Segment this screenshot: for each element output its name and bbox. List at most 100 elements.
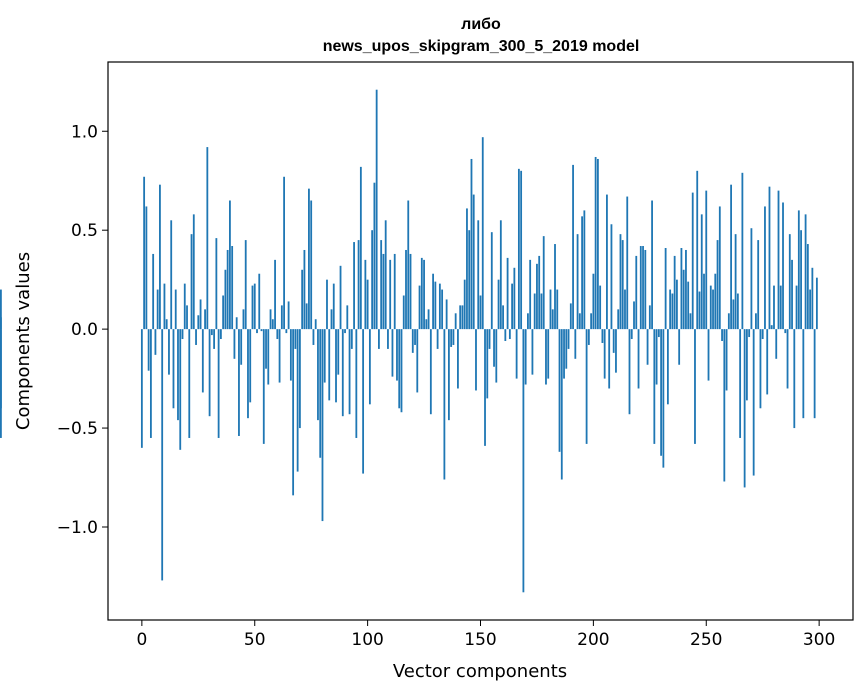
bar-167 [517, 168, 520, 330]
bar-86 [335, 329, 337, 403]
bar-52 [258, 273, 261, 330]
bar-14 [172, 329, 175, 409]
bar-198 [587, 329, 590, 345]
y-tick-label: −0.5 [57, 419, 98, 439]
bar-220 [637, 329, 640, 389]
bar-266 [741, 172, 744, 330]
bar-121 [414, 329, 416, 345]
bar-233 [666, 329, 669, 405]
bar-45 [242, 309, 245, 330]
bar-284 [782, 202, 784, 330]
bar-0 [140, 329, 143, 448]
bar-271 [752, 329, 755, 476]
bar-30 [208, 329, 211, 417]
bar-258 [723, 329, 726, 482]
bar-154 [488, 329, 491, 349]
bar-120 [411, 329, 414, 353]
bar-123 [418, 285, 421, 330]
bar-98 [362, 329, 365, 474]
bar-19 [183, 283, 186, 330]
y-axis-label: Components values [13, 252, 34, 430]
bar-199 [590, 313, 593, 330]
bar-217 [630, 329, 633, 340]
bar-224 [646, 329, 649, 365]
bar-23 [192, 214, 195, 330]
bar-171 [527, 313, 529, 330]
bar-101 [368, 329, 371, 405]
bar-33 [215, 238, 218, 330]
bar-272 [755, 313, 757, 330]
bar-81 [323, 329, 326, 383]
bar-294 [804, 214, 807, 330]
bar-268 [745, 329, 748, 401]
bar-158 [497, 279, 500, 330]
bar-27 [201, 329, 204, 393]
bar-13 [170, 220, 173, 330]
bar-185 [558, 329, 561, 452]
bar-105 [378, 329, 380, 349]
bar-1 [143, 176, 146, 330]
bar-264 [736, 293, 739, 330]
bar-124 [420, 257, 423, 330]
bar-116 [402, 295, 405, 330]
bar-54 [262, 329, 265, 444]
bar-270 [750, 228, 753, 330]
bar-139 [454, 313, 457, 330]
bar-24 [195, 329, 197, 345]
bar-263 [734, 234, 737, 330]
bar-38 [226, 249, 229, 330]
bar-4 [149, 329, 152, 438]
bar-42 [235, 317, 238, 330]
bar-221 [639, 246, 642, 330]
bar-12 [168, 329, 170, 375]
bar-17 [179, 329, 182, 450]
bar-290 [795, 285, 798, 330]
x-tick-label: 0 [136, 630, 147, 650]
bar-undefined [0, 329, 2, 409]
bar-141 [459, 305, 462, 330]
bar-153 [486, 329, 489, 399]
bar-92 [348, 329, 351, 415]
bar-240 [682, 269, 685, 330]
bar-50 [253, 283, 256, 330]
bar-273 [757, 240, 760, 330]
bar-244 [691, 192, 694, 330]
x-tick-label: 200 [577, 630, 609, 650]
bar-70 [298, 329, 301, 429]
bar-175 [536, 263, 538, 330]
plot-frame [107, 61, 854, 621]
bar-249 [703, 273, 705, 330]
bar-295 [806, 244, 809, 330]
bar-114 [398, 329, 401, 409]
bar-200 [592, 273, 595, 330]
bar-162 [506, 257, 509, 330]
bar-84 [330, 309, 333, 330]
bar-90 [344, 329, 346, 334]
bar-41 [233, 329, 236, 359]
bar-130 [434, 281, 437, 330]
bar-174 [533, 293, 536, 330]
x-tick-label: 150 [464, 630, 496, 650]
bar-298 [813, 329, 816, 419]
bar-202 [596, 158, 599, 330]
bar-234 [669, 289, 672, 330]
bar-67 [292, 329, 295, 496]
bar-155 [490, 232, 493, 330]
bar-227 [653, 329, 656, 444]
bar-91 [346, 305, 349, 330]
bar-87 [337, 329, 340, 375]
bar-71 [301, 269, 304, 330]
bar-257 [721, 329, 723, 341]
bar-252 [709, 285, 712, 330]
bar-259 [725, 329, 728, 391]
bar-241 [685, 249, 687, 330]
bar-160 [502, 305, 504, 330]
bar-182 [551, 309, 554, 330]
bar-149 [477, 220, 480, 330]
bar-22 [190, 234, 193, 330]
bar-29 [206, 147, 209, 330]
bar-179 [545, 329, 547, 385]
bar-245 [694, 329, 696, 444]
bar-212 [619, 234, 622, 330]
bar-85 [332, 283, 335, 330]
